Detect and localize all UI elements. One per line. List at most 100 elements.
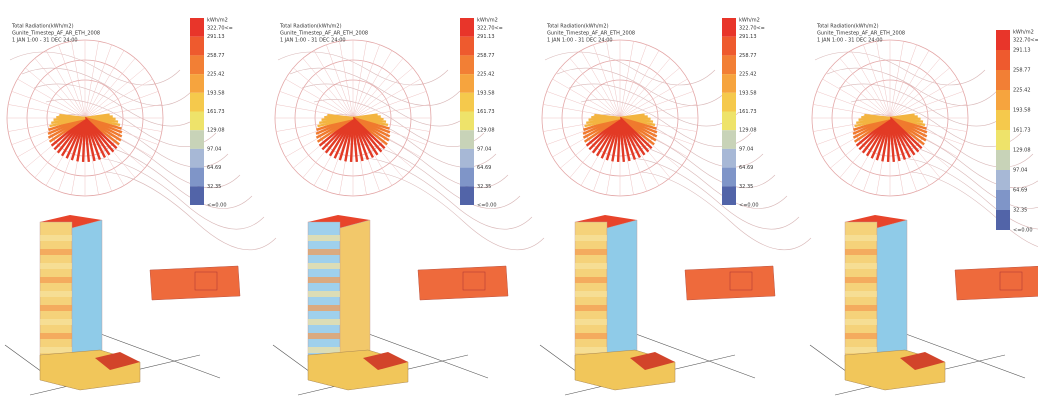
panel-title: 1 JAN 1:00 - 31 DEC 24:00: [817, 38, 883, 44]
dome-spoke: [619, 91, 694, 119]
dome-spoke: [863, 44, 891, 119]
panel-title: Total Radiation(kWh/m2): [11, 24, 74, 30]
site-line: [301, 83, 473, 127]
site-line: [616, 143, 788, 209]
site-line: [277, 51, 449, 86]
legend-label: 258.77: [477, 53, 495, 59]
tower-band: [575, 277, 607, 283]
legend-swatch: [996, 90, 1010, 110]
site-line: [826, 67, 998, 106]
legend-label: 258.77: [207, 53, 225, 59]
legend-label: 225.42: [477, 72, 495, 78]
legend-swatch: [722, 92, 736, 112]
tower-band: [40, 305, 72, 311]
site-line: [640, 171, 812, 251]
tower-band: [845, 319, 877, 325]
site-line: [289, 67, 461, 106]
legend-swatch: [460, 36, 474, 56]
legend-label: 161.73: [477, 109, 495, 115]
legend-swatch: [460, 18, 474, 37]
legend-label: 291.13: [477, 34, 495, 40]
ground-line: [624, 329, 756, 379]
legend-label: 97.04: [207, 146, 221, 152]
rose-ray: [327, 113, 354, 120]
legend-swatch: [722, 36, 736, 56]
legend-header: kWh/m2: [1013, 30, 1034, 36]
site-line: [898, 157, 1038, 230]
legend-swatch: [460, 111, 474, 131]
dome-spoke: [326, 44, 354, 119]
dome-spoke: [552, 78, 621, 119]
podium-roof: [363, 352, 408, 370]
dome-spoke: [352, 58, 404, 119]
tower-band: [575, 333, 607, 339]
legend-swatch: [460, 130, 474, 149]
tower-band: [40, 263, 72, 269]
legend-swatch: [460, 55, 474, 75]
dome-spoke: [889, 41, 904, 119]
legend-label: 225.42: [1013, 88, 1031, 94]
legend-label: 129.08: [207, 128, 225, 134]
dome-spoke: [889, 67, 950, 119]
panel-title: Gunite_Timestep_AF_AR_ETH_2008: [12, 31, 100, 37]
dome-spoke: [889, 78, 958, 119]
legend-label: <=0.00: [739, 203, 759, 209]
tower-band: [308, 263, 340, 269]
dome-spoke: [339, 41, 354, 119]
tower-band: [575, 319, 607, 325]
dome-spoke: [25, 67, 86, 119]
legend-swatch: [996, 170, 1010, 190]
dome-spoke: [352, 78, 421, 119]
tower-band: [845, 263, 877, 269]
site-line: [838, 83, 1010, 127]
site-line: [628, 157, 800, 230]
dome-spoke: [84, 67, 145, 119]
legend-swatch: [460, 186, 474, 205]
tower-band: [575, 235, 607, 241]
ground-line: [357, 329, 489, 379]
legend-label: 322.70<=: [739, 26, 765, 32]
site-line: [349, 143, 521, 209]
legend-label: 193.58: [739, 90, 757, 96]
tower-band: [40, 347, 72, 353]
legend-swatch: [460, 74, 474, 93]
legend-swatch: [722, 186, 736, 205]
dome-spoke: [17, 78, 86, 119]
dome-spoke: [889, 44, 917, 119]
site-line: [21, 67, 193, 106]
panel-title: 1 JAN 1:00 - 31 DEC 24:00: [280, 38, 346, 44]
legend-label: 129.08: [1013, 148, 1031, 154]
rose-ray: [594, 113, 621, 120]
legend-label: 322.70<=: [207, 26, 233, 32]
podium-roof: [900, 352, 945, 370]
dome-spoke: [58, 44, 86, 119]
podium-roof: [630, 352, 675, 370]
dome-spoke: [830, 67, 891, 119]
tower-band: [308, 235, 340, 241]
legend-label: 193.58: [1013, 108, 1031, 114]
dome-spoke: [84, 41, 99, 119]
legend-swatch: [722, 148, 736, 168]
dome-spoke: [850, 50, 891, 119]
dome-spoke: [11, 91, 86, 119]
dome-spoke: [619, 44, 647, 119]
panel: Total Radiation(kWh/m2)Gunite_Timestep_A…: [272, 18, 545, 396]
tower-band: [845, 305, 877, 311]
legend-swatch: [722, 18, 736, 37]
dome-spoke: [606, 41, 621, 119]
dome-spoke: [352, 50, 393, 119]
slab: [954, 265, 1038, 301]
legend-label: 193.58: [477, 90, 495, 96]
legend-swatch: [460, 148, 474, 168]
tower-band: [40, 277, 72, 283]
site-line: [886, 143, 1038, 209]
legend-label: 32.35: [477, 184, 491, 190]
legend-swatch: [190, 148, 204, 168]
legend-label: 97.04: [739, 146, 753, 152]
tower-band: [575, 249, 607, 255]
legend-label: 291.13: [1013, 48, 1031, 54]
legend-label: 32.35: [207, 184, 221, 190]
legend-label: 97.04: [477, 146, 491, 152]
dome-spoke: [546, 91, 621, 119]
